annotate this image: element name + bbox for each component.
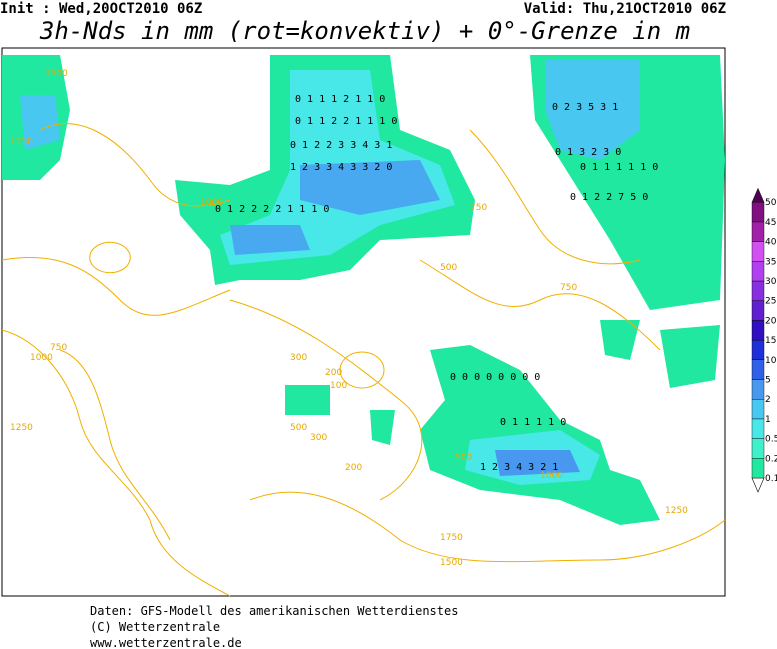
contour-label: 1500	[45, 69, 68, 79]
colorbar-label: 5	[765, 376, 771, 386]
precip-values: 0 0 0 0 0 0 0 0	[450, 372, 540, 383]
precip-area	[545, 60, 640, 160]
colorbar-segment	[751, 458, 765, 479]
contour-label: 500	[455, 453, 472, 463]
colorbar-bottom-arrow	[751, 477, 765, 493]
precip-area	[285, 320, 720, 445]
footer-source: Daten: GFS-Modell des amerikanischen Wet…	[90, 604, 458, 618]
colorbar-segment	[751, 221, 765, 242]
colorbar-segment	[751, 241, 765, 262]
colorbar-label: 25	[765, 297, 776, 307]
colorbar-label: 40	[765, 238, 777, 248]
map-area	[1, 47, 726, 597]
precip-values: 1 2 3 4 3 2 1	[480, 462, 558, 473]
colorbar-label: 15	[765, 336, 776, 346]
contour-label: 750	[560, 283, 577, 293]
freezing-level-contours	[1, 123, 726, 597]
precip-values: 0 2 3 5 3 1	[552, 102, 618, 113]
colorbar-label: 1	[765, 415, 771, 425]
precip-values: 0 1 1 2 2 1 1 1 0	[295, 116, 397, 127]
precip-values: 0 1 2 2 2 2 1 1 1 0	[215, 204, 329, 215]
precip-values: 0 1 2 2 7 5 0	[570, 192, 648, 203]
colorbar-label: 20	[765, 316, 777, 326]
precip-values: 0 1 2 2 3 3 4 3 1	[290, 140, 392, 151]
precip-values: 0 1 1 1 2 1 1 0	[295, 94, 385, 105]
colorbar-label: 35	[765, 257, 776, 267]
colorbar-segment	[751, 280, 765, 301]
init-time: Init : Wed,20OCT2010 06Z	[0, 1, 202, 17]
contour-label: 1250	[665, 506, 688, 516]
contour-label: 300	[290, 353, 307, 363]
colorbar-label: 2	[765, 395, 771, 405]
contour-label: 750	[470, 203, 487, 213]
contour-label: 200	[345, 463, 362, 473]
colorbar-label: 45	[765, 218, 776, 228]
contour-label: 300	[310, 433, 327, 443]
contour-label: 1000	[30, 353, 53, 363]
valid-time: Valid: Thu,21OCT2010 06Z	[524, 1, 726, 17]
colorbar-label: 10	[765, 356, 777, 366]
colorbar-segment	[751, 261, 765, 282]
contour-label: 1250	[10, 137, 33, 147]
contour-label: 1500	[440, 558, 463, 568]
footer-url: www.wetterzentrale.de	[90, 636, 242, 649]
colorbar-segment	[751, 379, 765, 400]
contour-label: 500	[290, 423, 307, 433]
colorbar-segment	[751, 359, 765, 380]
precip-area	[230, 160, 440, 255]
colorbar-label: 0.5	[765, 435, 777, 445]
colorbar-segment	[751, 399, 765, 420]
contour-label: 100	[330, 381, 347, 391]
contour-label: 750	[50, 343, 67, 353]
precip-values: 1 2 3 3 4 3 3 2 0	[290, 162, 392, 173]
contour-label: 1000	[200, 198, 223, 208]
map-title: 3h-Nds in mm (rot=konvektiv) + 0°-Grenze…	[39, 17, 690, 45]
colorbar-segment	[751, 339, 765, 361]
colorbar-top-arrow	[751, 187, 765, 203]
footer-copyright: (C) Wetterzentrale	[90, 620, 220, 634]
colorbar-segment	[751, 418, 765, 439]
contour-label: 1250	[10, 423, 33, 433]
colorbar-segment	[751, 201, 765, 223]
contour-label: 1750	[440, 533, 463, 543]
colorbar-segment	[751, 320, 765, 341]
contour-label: 500	[440, 263, 457, 273]
colorbar-label: 0.1	[765, 474, 777, 484]
precip-values: 0 1 1 1 1 1 0	[580, 162, 658, 173]
precip-values: 0 1 3 2 3 0	[555, 147, 621, 158]
colorbar-segment	[751, 300, 765, 321]
precip-area	[20, 95, 60, 150]
colorbar-label: 50	[765, 198, 777, 208]
contour-label: 1000	[540, 471, 563, 481]
colorbar-segment	[751, 438, 765, 459]
colorbar-label: 30	[765, 277, 777, 287]
precip-values: 0 1 1 1 1 0	[500, 417, 566, 428]
precip-area	[495, 450, 580, 476]
contour-label: 200	[325, 368, 342, 378]
colorbar-label: 0.2	[765, 454, 777, 464]
